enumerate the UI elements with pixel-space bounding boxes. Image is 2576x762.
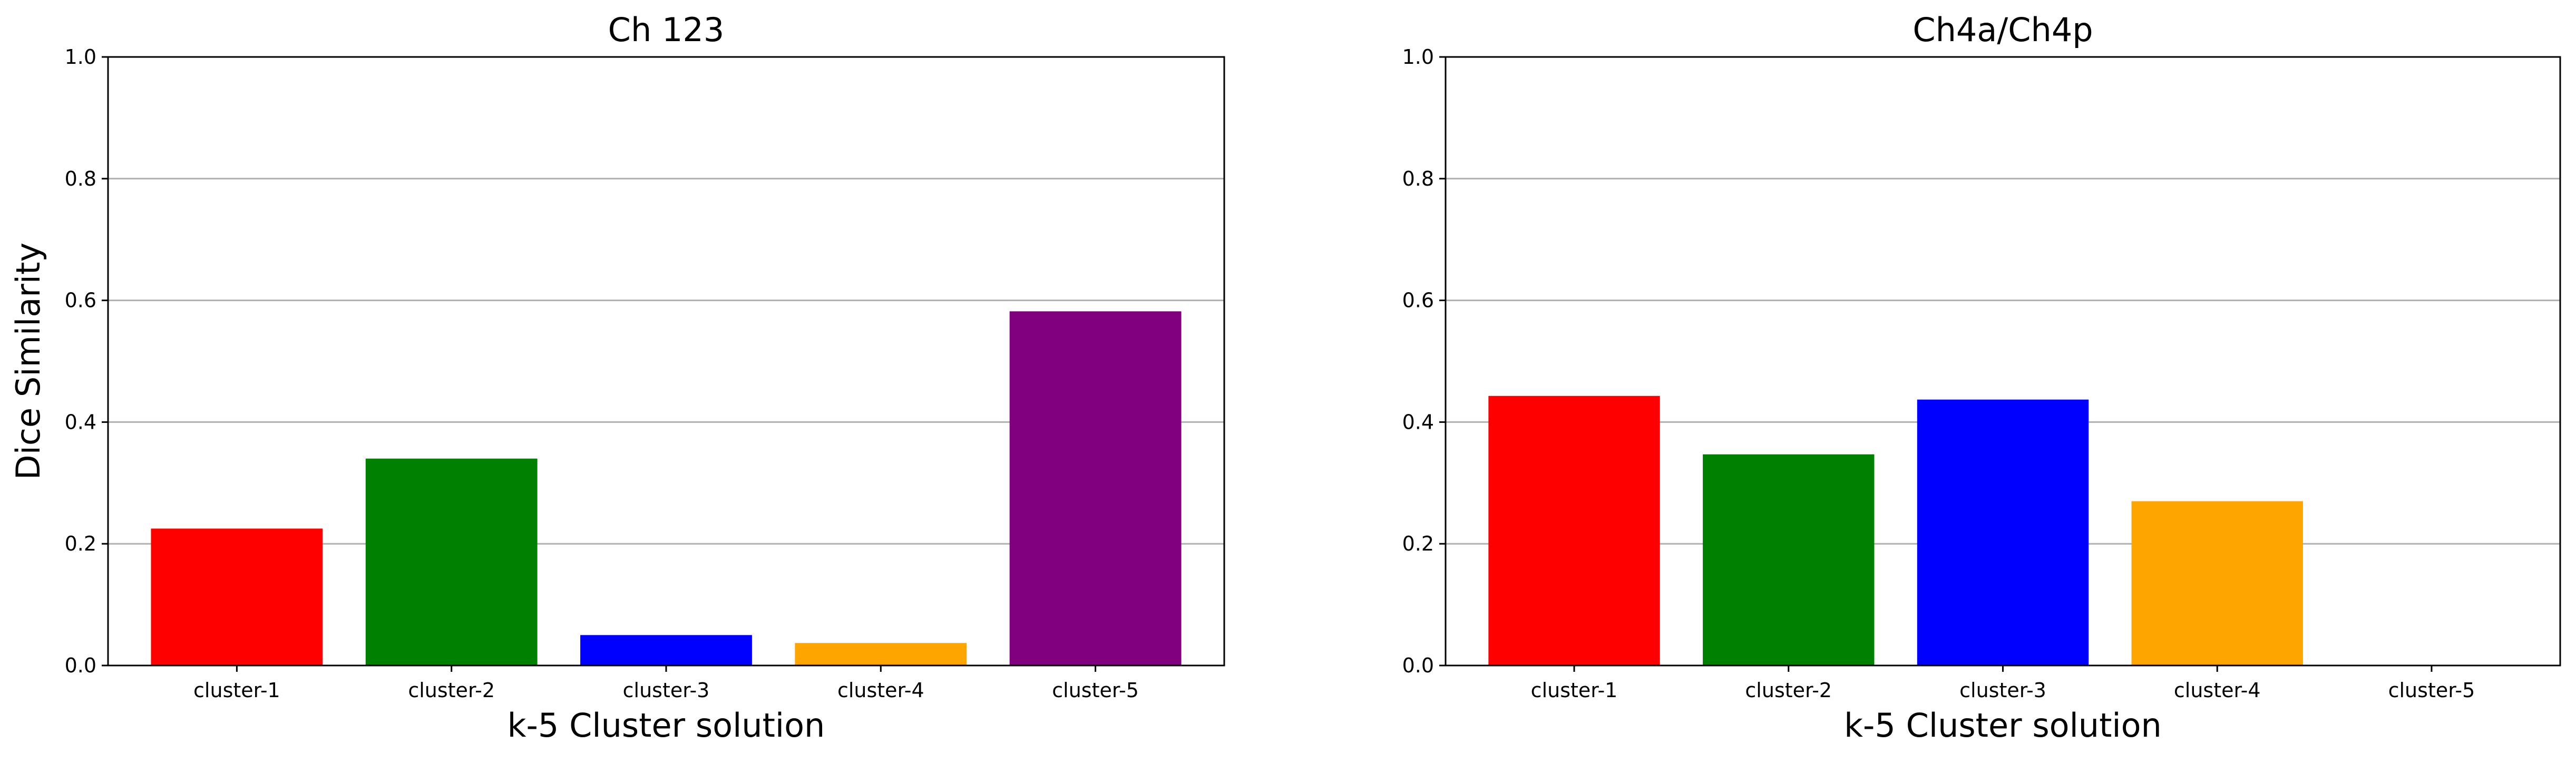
bars [151, 311, 1182, 665]
bar-cluster-3 [580, 635, 752, 665]
x-axis-title: k-5 Cluster solution [508, 706, 825, 745]
y-tick-label: 1.0 [1402, 45, 1434, 69]
y-tick-label: 0.8 [1402, 167, 1434, 190]
y-tick-label: 0.6 [65, 289, 96, 312]
y-axis-ticks: 0.0 0.2 0.4 0.6 0.8 1.0 [1402, 45, 1446, 677]
y-axis-ticks: 0.0 0.2 0.4 0.6 0.8 1.0 [65, 45, 108, 677]
chart-title: Ch 123 [608, 11, 725, 49]
x-axis-ticks: cluster-1 cluster-2 cluster-3 cluster-4 clus… [1531, 665, 2475, 702]
chart-panel-ch4a-ch4p: 0.00.20.40.60.81.0 cluster-1 cluster-2 clu… [1402, 11, 2561, 745]
x-tick-label: cluster-2 [408, 679, 495, 702]
chart-title: Ch4a/Ch4p [1913, 11, 2093, 49]
bars [1488, 396, 2303, 665]
y-tick-label: 0.0 [1402, 654, 1434, 677]
x-tick-label: cluster-5 [1052, 679, 1139, 702]
x-tick-label: cluster-3 [623, 679, 710, 702]
x-tick-label: cluster-4 [837, 679, 924, 702]
bar-cluster-1 [1488, 396, 1660, 665]
x-tick-label: cluster-3 [1959, 679, 2046, 702]
y-tick-label: 0.2 [65, 532, 96, 555]
x-tick-label: cluster-4 [2174, 679, 2261, 702]
bar-cluster-2 [1703, 454, 1875, 665]
y-tick-label: 0.4 [65, 410, 96, 433]
x-axis-title: k-5 Cluster solution [1844, 706, 2162, 745]
bar-cluster-4 [2131, 501, 2303, 665]
y-tick-label: 0.0 [65, 654, 96, 677]
y-tick-label: 1.0 [65, 45, 96, 69]
chart-panel-ch123: 0.00.20.40.60.81.0 cluster-1 cluster-2 clu… [9, 11, 1225, 745]
y-tick-label: 0.6 [1402, 289, 1434, 312]
x-tick-label: cluster-2 [1745, 679, 1832, 702]
bar-cluster-2 [365, 458, 538, 665]
y-axis-title: Dice Similarity [9, 243, 47, 480]
bar-cluster-3 [1917, 399, 2089, 665]
bar-cluster-1 [151, 528, 323, 665]
y-tick-label: 0.2 [1402, 532, 1434, 555]
x-tick-label: cluster-1 [1531, 679, 1618, 702]
y-tick-label: 0.4 [1402, 410, 1434, 433]
y-tick-label: 0.8 [65, 167, 96, 190]
x-tick-label: cluster-5 [2388, 679, 2475, 702]
bar-cluster-5 [1009, 311, 1182, 665]
x-tick-label: cluster-1 [193, 679, 280, 702]
x-axis-ticks: cluster-1 cluster-2 cluster-3 cluster-4 clus… [193, 665, 1139, 702]
bar-cluster-4 [795, 643, 967, 665]
